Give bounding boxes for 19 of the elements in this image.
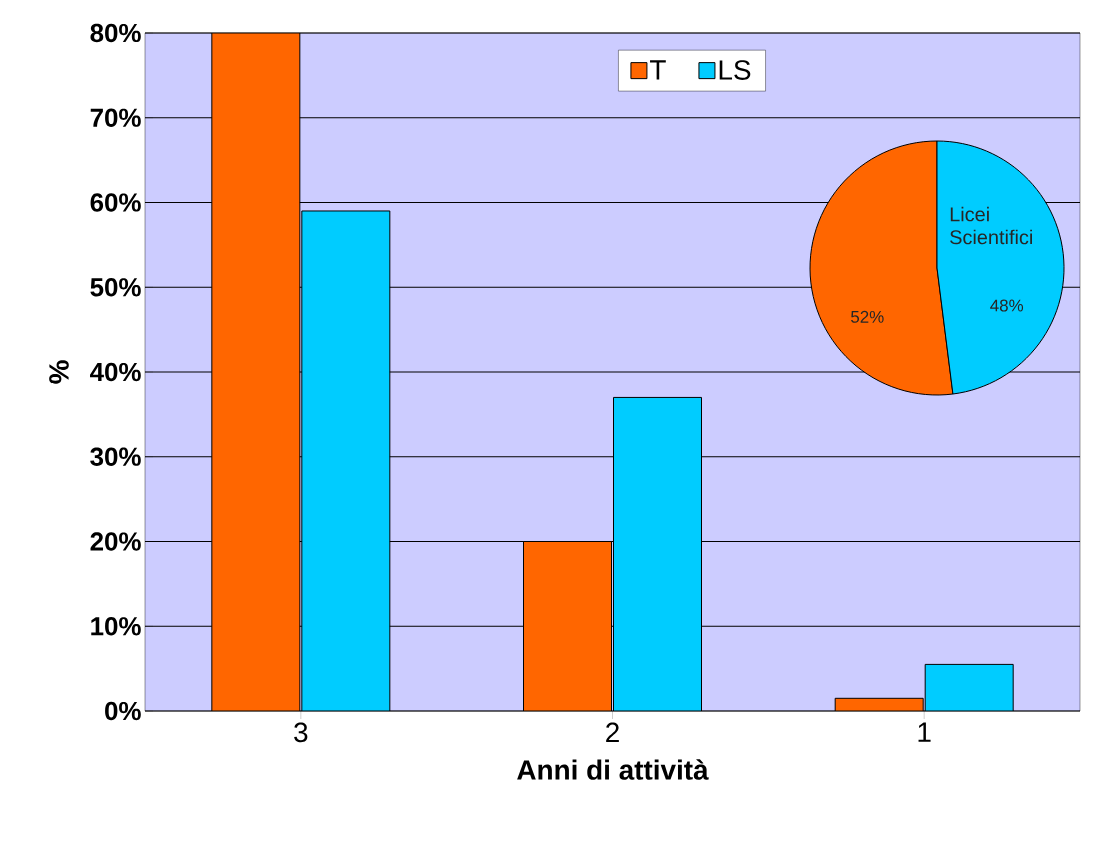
- x-tick-label: 2: [606, 722, 619, 743]
- y-tick-label: 80%: [90, 23, 141, 43]
- x-tick-label: 1: [918, 722, 931, 742]
- y-tick-label: 40%: [90, 362, 141, 382]
- y-tick-label: 20%: [90, 532, 141, 551]
- x-axis-title: Anni di attività: [517, 759, 709, 780]
- data-label: 52%: [851, 310, 884, 323]
- y-axis-title: %: [49, 360, 69, 384]
- data-label: 48%: [990, 299, 1024, 312]
- legend-label: LS: [719, 60, 751, 80]
- slice-label: Licei Scientifici: [950, 206, 1032, 245]
- y-tick-label: 70%: [90, 108, 141, 127]
- y-tick-label: 10%: [91, 617, 141, 636]
- y-tick-label: 50%: [90, 278, 141, 297]
- y-tick-label: 30%: [90, 447, 141, 466]
- y-tick-label: 0%: [105, 701, 141, 721]
- x-tick-label: 3: [294, 722, 308, 743]
- legend-label: T: [650, 60, 666, 80]
- y-tick-label: 60%: [90, 193, 141, 212]
